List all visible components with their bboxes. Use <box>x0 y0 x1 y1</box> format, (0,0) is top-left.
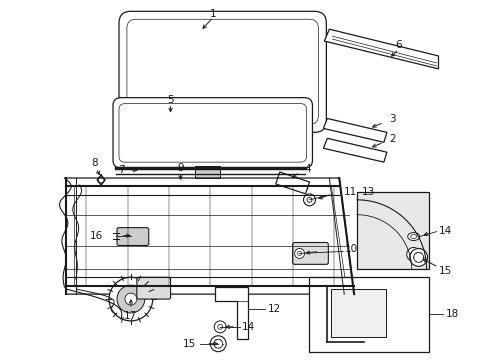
Circle shape <box>210 336 225 352</box>
Text: 10: 10 <box>345 244 358 255</box>
Circle shape <box>214 321 225 333</box>
Text: 17: 17 <box>124 311 137 321</box>
Text: 9: 9 <box>177 163 183 173</box>
Text: 5: 5 <box>167 95 174 105</box>
Polygon shape <box>215 287 247 339</box>
Text: 14: 14 <box>242 322 255 332</box>
Polygon shape <box>275 172 309 194</box>
Circle shape <box>406 247 420 261</box>
Text: 12: 12 <box>267 304 281 314</box>
Text: 16: 16 <box>90 230 103 240</box>
Text: 2: 2 <box>388 134 395 144</box>
FancyBboxPatch shape <box>137 277 170 299</box>
Text: 8: 8 <box>91 158 97 168</box>
Ellipse shape <box>407 233 419 240</box>
Text: 15: 15 <box>183 339 196 349</box>
Bar <box>331 289 385 337</box>
Text: 3: 3 <box>388 114 395 125</box>
Text: 15: 15 <box>438 266 451 276</box>
Text: 14: 14 <box>438 226 451 235</box>
Circle shape <box>294 248 304 258</box>
Polygon shape <box>323 138 386 162</box>
Polygon shape <box>324 29 438 69</box>
Circle shape <box>409 248 427 266</box>
Polygon shape <box>356 192 427 269</box>
Text: 4: 4 <box>304 164 310 174</box>
FancyBboxPatch shape <box>127 19 318 125</box>
Text: 13: 13 <box>361 187 375 197</box>
Text: 11: 11 <box>344 187 357 197</box>
FancyBboxPatch shape <box>119 104 306 162</box>
FancyBboxPatch shape <box>119 11 325 132</box>
Text: 7: 7 <box>118 165 124 175</box>
Circle shape <box>117 285 144 313</box>
Circle shape <box>109 277 152 321</box>
Circle shape <box>124 293 137 305</box>
Bar <box>309 277 427 352</box>
FancyBboxPatch shape <box>292 243 327 264</box>
Text: 18: 18 <box>445 309 458 319</box>
Text: 6: 6 <box>395 40 401 50</box>
FancyBboxPatch shape <box>113 98 312 168</box>
Polygon shape <box>323 118 386 142</box>
Text: 1: 1 <box>209 9 216 19</box>
Circle shape <box>303 194 315 206</box>
Bar <box>195 166 220 178</box>
FancyBboxPatch shape <box>117 228 148 246</box>
